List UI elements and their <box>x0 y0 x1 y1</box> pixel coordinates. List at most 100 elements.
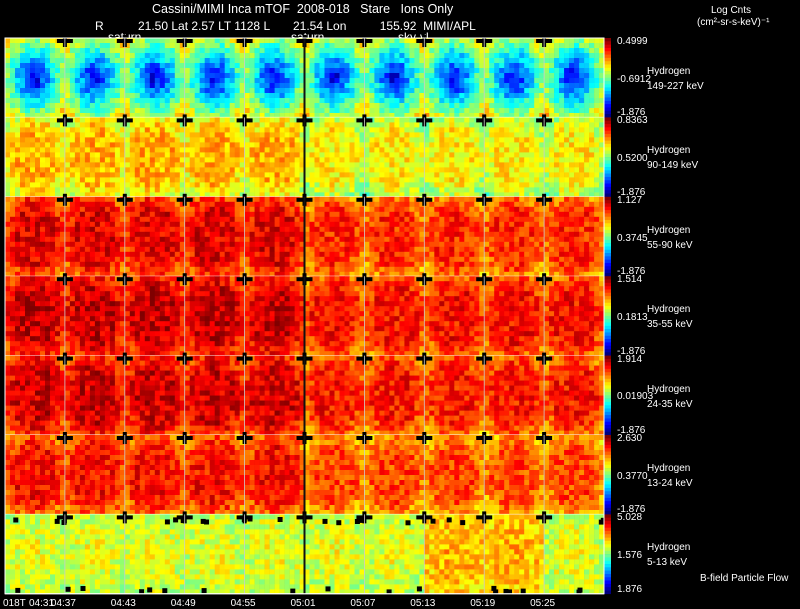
frame-4-3 <box>176 352 245 436</box>
colorbar-3 <box>604 276 611 356</box>
energy-label-6: 5-13 keV <box>647 557 688 569</box>
date-prefix: 018T <box>3 598 26 609</box>
frame-4-7 <box>416 352 485 436</box>
frame-4-5 <box>296 352 365 436</box>
energy-row-0 <box>5 35 611 118</box>
energy-label-4: 24-35 keV <box>647 398 693 410</box>
energy-row-2 <box>5 193 611 277</box>
frame-2-0 <box>5 196 66 277</box>
frame-1-4 <box>236 114 305 198</box>
colorbar-max-5: 2.630 <box>617 433 643 444</box>
frame-4-9 <box>536 352 605 436</box>
species-label-5: Hydrogen <box>647 463 691 474</box>
units-label: (cm²-sr-s-keV)⁻¹ <box>697 17 770 28</box>
frame-1-5 <box>296 114 365 198</box>
frame-1-3 <box>176 114 245 198</box>
species-label-4: Hydrogen <box>647 383 691 395</box>
frame-6-8 <box>476 511 545 595</box>
frame-4-4 <box>236 352 305 436</box>
frame-2-4 <box>236 193 305 277</box>
energy-row-1 <box>5 114 611 198</box>
frame-6-1 <box>56 511 126 595</box>
frame-0-5 <box>296 35 365 118</box>
time-tick-5: 05:01 <box>290 598 316 609</box>
frame-0-9 <box>536 35 605 118</box>
frame-3-0 <box>5 276 66 356</box>
frame-4-0 <box>5 355 66 436</box>
frame-4-1 <box>56 352 126 436</box>
species-label-3: Hydrogen <box>647 304 691 316</box>
frame-3-4 <box>236 273 305 356</box>
colorbar-mid-4: 0.01903 <box>617 391 654 403</box>
time-tick-0: 04:31 <box>29 598 55 609</box>
frame-6-3 <box>176 511 245 595</box>
species-label-0: Hydrogen <box>647 66 691 77</box>
frame-0-7 <box>416 35 485 118</box>
chart-title: Cassini/MIMI Inca mTOF 2008-018 Stare Io… <box>152 2 454 16</box>
colorbar-1 <box>604 117 611 198</box>
time-tick-9: 05:25 <box>530 598 556 609</box>
frame-1-8 <box>476 114 545 198</box>
frame-6-7 <box>416 511 485 595</box>
energy-label-5: 13-24 keV <box>647 478 693 489</box>
frame-6-2 <box>116 511 185 595</box>
frame-6-6 <box>356 511 425 595</box>
frame-2-7 <box>416 193 485 277</box>
energy-label-1: 90-149 keV <box>647 160 699 172</box>
species-label-2: Hydrogen <box>647 224 691 236</box>
time-tick-8: 05:19 <box>470 598 496 609</box>
frame-1-2 <box>116 114 185 198</box>
time-tick-6: 05:07 <box>350 598 376 609</box>
time-tick-1: 04:37 <box>50 598 76 609</box>
colorbar-mid-5: 0.3770 <box>617 470 648 482</box>
species-label-1: Hydrogen <box>647 145 691 157</box>
frame-4-8 <box>476 352 545 436</box>
colorbar-min-3: -1.876 <box>617 345 646 357</box>
frame-0-3 <box>176 35 245 118</box>
colorbar-mid-3: 0.1813 <box>617 311 648 323</box>
energy-row-3 <box>5 273 611 357</box>
frame-6-5 <box>296 511 365 595</box>
frame-5-0 <box>5 435 66 515</box>
frame-2-3 <box>176 193 245 277</box>
units-title: Log Cnts <box>711 5 752 16</box>
frame-3-5 <box>296 273 365 356</box>
colorbar-0 <box>604 38 611 118</box>
frame-4-6 <box>356 352 425 436</box>
frame-0-0 <box>5 38 66 118</box>
frame-5-1 <box>56 432 126 515</box>
frame-6-4 <box>236 511 305 595</box>
time-tick-2: 04:43 <box>110 598 136 609</box>
time-tick-3: 04:49 <box>170 598 196 609</box>
energy-row-5 <box>5 432 611 515</box>
colorbar-6 <box>604 514 611 595</box>
flow-label: B-field Particle Flow <box>700 573 789 584</box>
frame-3-7 <box>416 273 485 356</box>
frame-1-9 <box>536 114 605 198</box>
energy-row-6 <box>5 511 611 595</box>
frame-3-6 <box>356 273 425 356</box>
frame-1-7 <box>416 114 485 198</box>
colorbar-min-2: -1.876 <box>617 266 646 278</box>
plot-border <box>4 37 605 595</box>
time-tick-4: 04:55 <box>230 598 256 609</box>
species-label-6: Hydrogen <box>647 542 691 554</box>
frame-5-6 <box>356 432 425 515</box>
colorbar-4 <box>604 355 611 436</box>
frame-4-2 <box>116 352 185 436</box>
frame-5-4 <box>236 432 305 515</box>
colorbar-mid-6: 1.576 <box>617 550 643 562</box>
colorbar-max-2: 1.127 <box>617 194 643 206</box>
colorbar-max-6: 5.028 <box>617 512 643 524</box>
frame-5-3 <box>176 432 245 515</box>
frame-3-8 <box>476 273 545 356</box>
energy-label-3: 35-55 keV <box>647 319 693 331</box>
colorbar-min-5: -1.876 <box>617 504 646 516</box>
frame-0-2 <box>116 35 185 118</box>
r-label: R <box>95 19 104 33</box>
colorbar-5 <box>604 435 611 515</box>
frame-6-9 <box>536 511 605 595</box>
colorbar-2 <box>604 196 611 277</box>
orbit-info: 21.50 Lat 2.57 LT 1128 L 21.54 Lon 155.9… <box>138 19 476 33</box>
